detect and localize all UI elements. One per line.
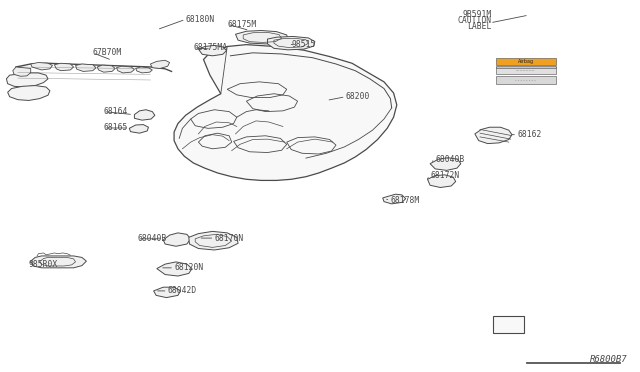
Text: 68180N: 68180N <box>186 15 215 24</box>
Polygon shape <box>383 194 406 204</box>
Text: LABEL: LABEL <box>467 22 492 31</box>
Text: 68042D: 68042D <box>168 286 197 295</box>
Text: 67B70M: 67B70M <box>93 48 122 57</box>
Polygon shape <box>134 110 155 120</box>
Polygon shape <box>6 73 48 87</box>
Polygon shape <box>157 262 192 276</box>
Text: 68200: 68200 <box>346 92 370 101</box>
Bar <box>496 67 556 74</box>
Polygon shape <box>136 67 152 73</box>
Polygon shape <box>76 64 96 71</box>
Polygon shape <box>129 125 148 133</box>
Text: 68164: 68164 <box>104 107 128 116</box>
Text: 68120N: 68120N <box>174 263 204 272</box>
Bar <box>526 362 620 363</box>
Polygon shape <box>31 62 52 70</box>
Text: Airbag: Airbag <box>518 60 534 64</box>
Text: 68175M: 68175M <box>227 20 257 29</box>
Text: 68175MA: 68175MA <box>193 43 227 52</box>
Polygon shape <box>198 45 227 56</box>
Bar <box>496 66 556 68</box>
Text: 68040B: 68040B <box>138 234 167 243</box>
Text: 68178M: 68178M <box>390 196 420 205</box>
Polygon shape <box>174 45 397 180</box>
Polygon shape <box>428 175 456 187</box>
Polygon shape <box>54 63 74 71</box>
Text: 68172N: 68172N <box>430 171 460 180</box>
Text: 98515: 98515 <box>291 40 316 49</box>
Polygon shape <box>8 86 50 100</box>
Text: - - - - - - - -: - - - - - - - - <box>515 78 536 82</box>
Polygon shape <box>163 233 191 246</box>
Polygon shape <box>13 67 31 76</box>
Polygon shape <box>31 256 86 268</box>
Text: 68040B: 68040B <box>435 155 465 164</box>
Polygon shape <box>97 65 115 72</box>
Text: -------------: ------------- <box>516 69 536 73</box>
Text: 985R0X: 985R0X <box>29 260 58 269</box>
Bar <box>496 58 556 65</box>
Bar <box>493 316 524 333</box>
Polygon shape <box>430 158 461 170</box>
Text: 68170N: 68170N <box>214 234 244 243</box>
Polygon shape <box>236 31 288 44</box>
Polygon shape <box>154 287 180 298</box>
Bar <box>496 76 556 84</box>
Text: 68165: 68165 <box>104 124 128 132</box>
Polygon shape <box>150 60 170 68</box>
Polygon shape <box>475 127 512 144</box>
Polygon shape <box>116 66 134 73</box>
Text: 68162: 68162 <box>517 130 541 139</box>
Text: CAUTION: CAUTION <box>458 16 492 25</box>
Polygon shape <box>189 231 238 250</box>
Text: R6800B7: R6800B7 <box>589 355 627 364</box>
Text: 9B591M: 9B591M <box>462 10 492 19</box>
Polygon shape <box>268 36 315 50</box>
